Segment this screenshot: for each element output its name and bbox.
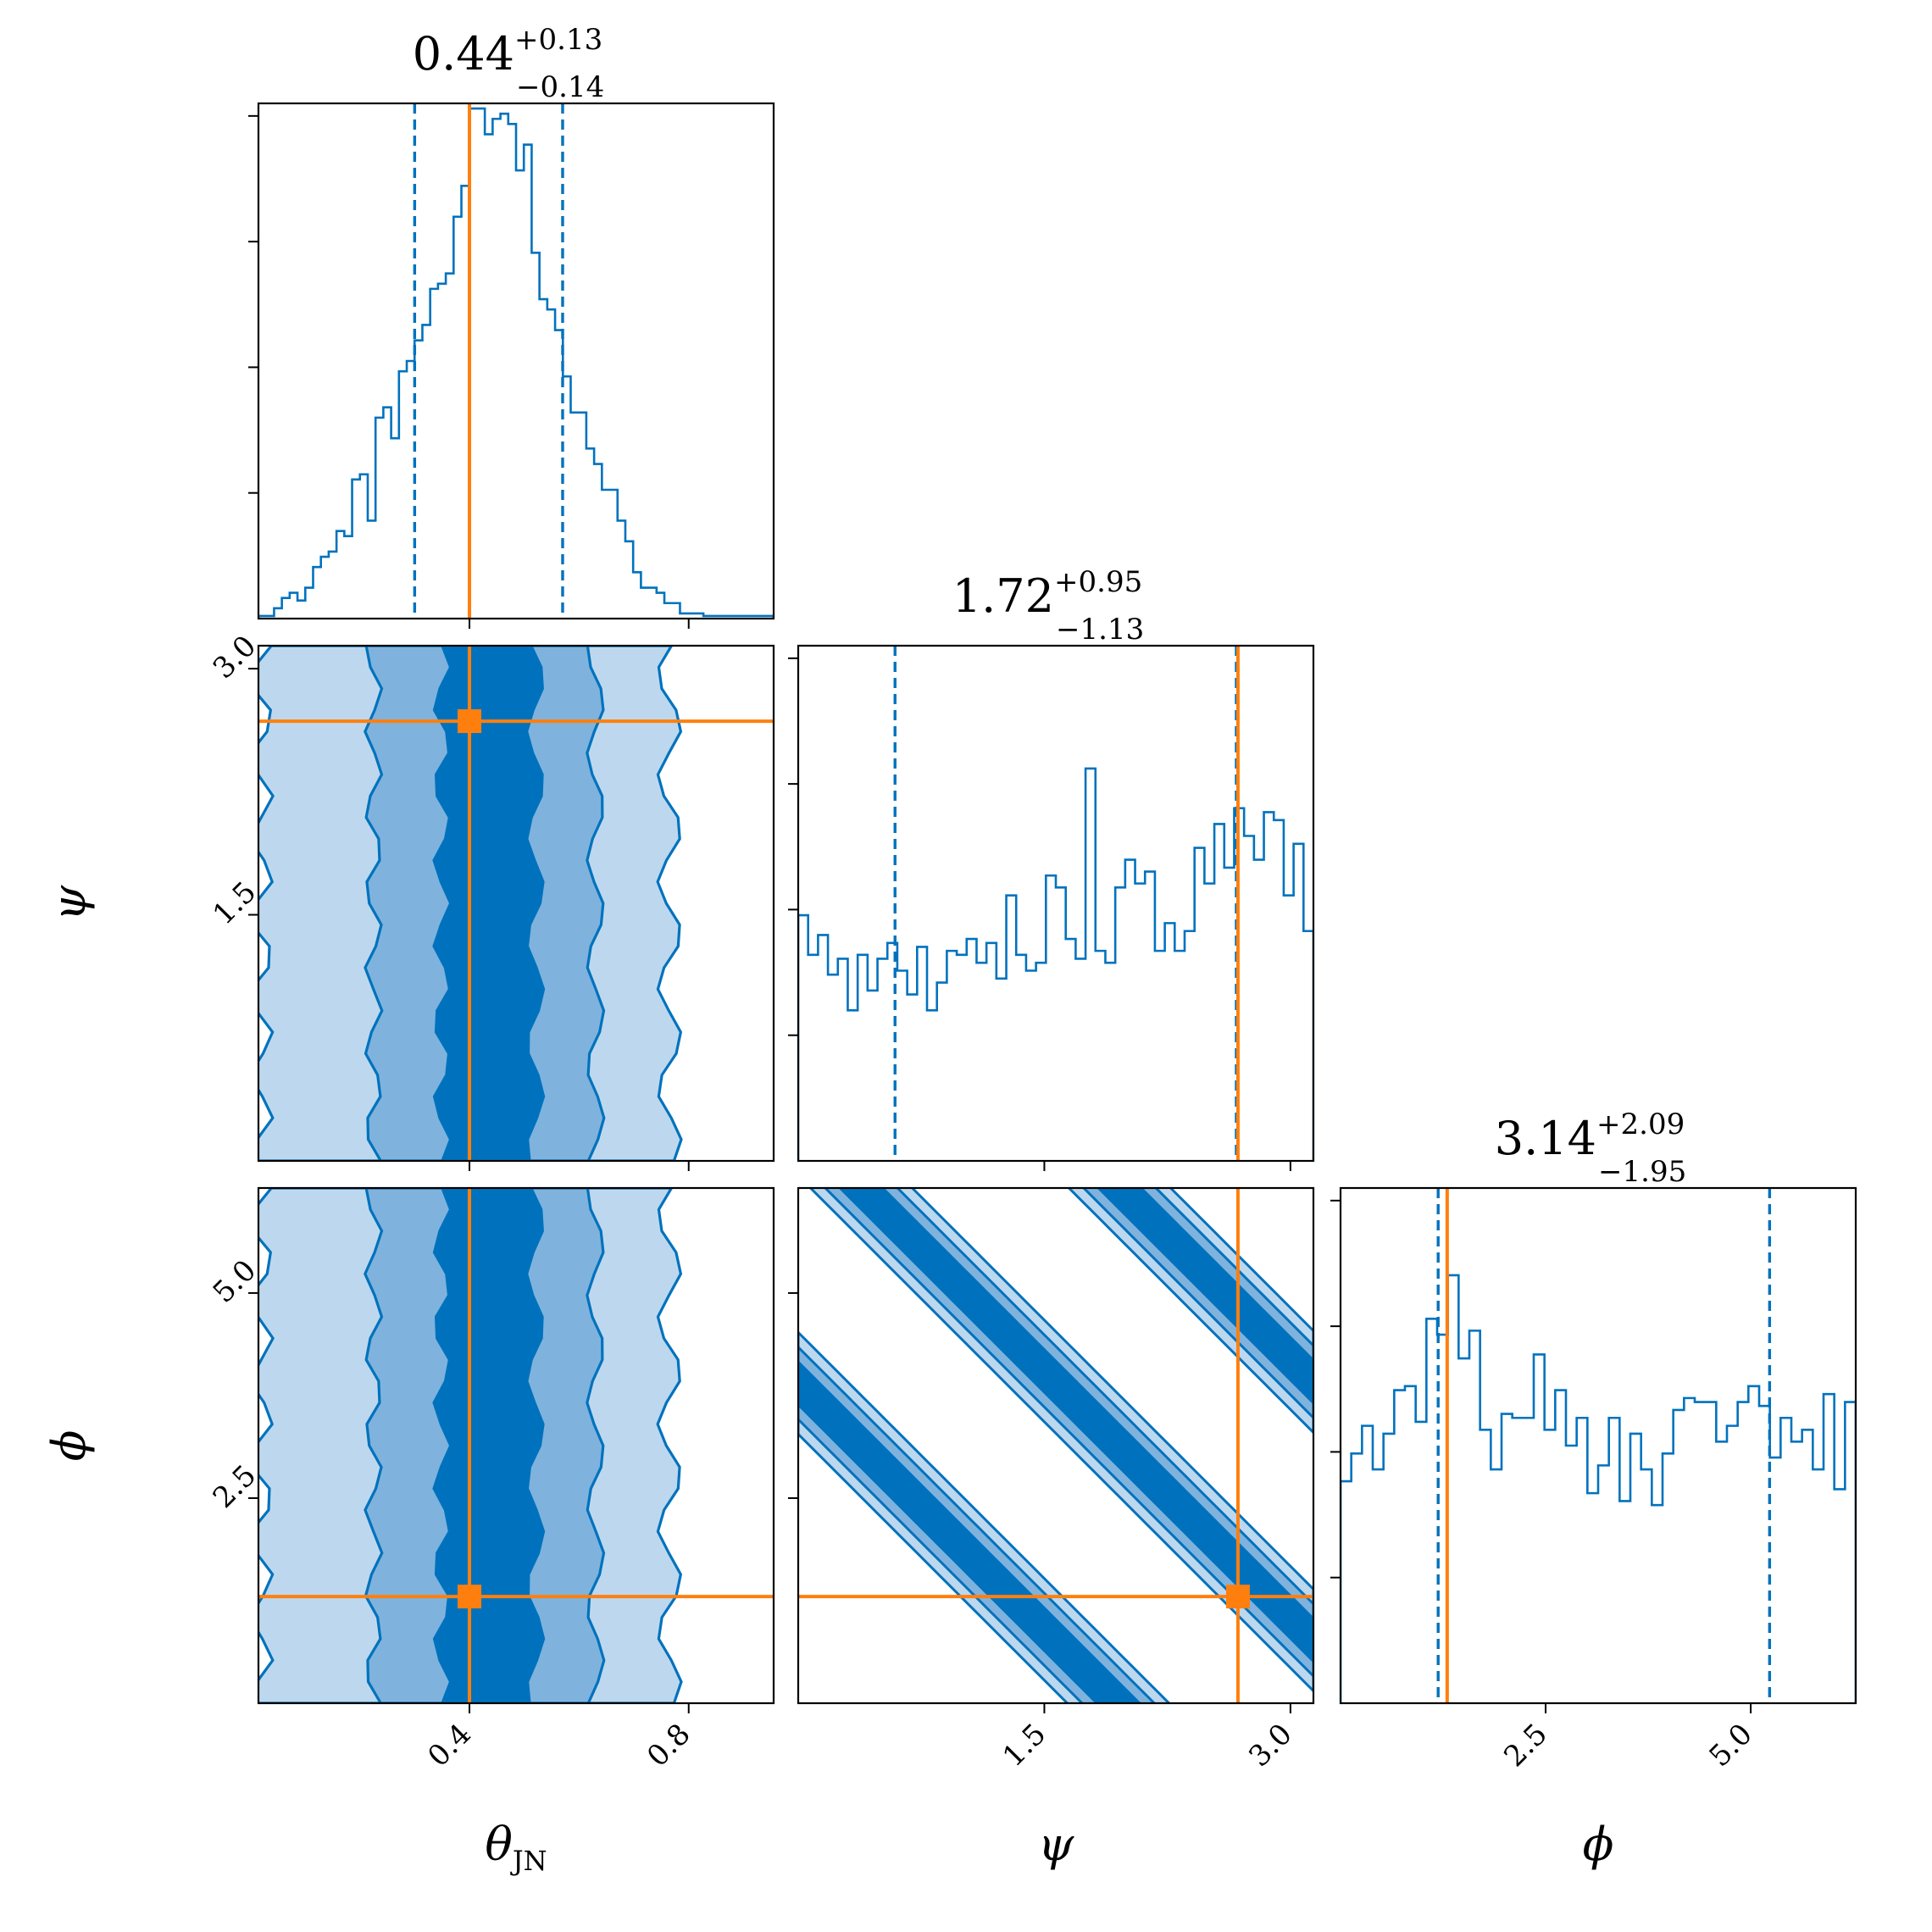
panel-title-phi: 3.14+2.09 xyxy=(1495,1108,1685,1165)
hist-panel-theta_jn xyxy=(248,102,775,620)
ridge-band-2-1 xyxy=(1081,1188,1313,1420)
panel-title-minus-theta_jn: −0.14 xyxy=(516,70,604,104)
histogram-psi xyxy=(798,767,1313,1161)
ridge-band-1-0 xyxy=(808,1188,1313,1693)
ridge-band-1-2 xyxy=(838,1188,1313,1663)
y-axis-label-phi: ϕ xyxy=(42,1430,96,1462)
contour-panel-psi-phi xyxy=(797,1186,1315,1705)
hist-panel-phi xyxy=(1330,1186,1857,1705)
frame-psi xyxy=(797,644,1315,1163)
panel-title-minus-psi: −1.13 xyxy=(1056,613,1144,647)
xtick-label-theta_jn: 0.4 xyxy=(421,1718,478,1774)
xtick-label-psi: 3.0 xyxy=(1242,1718,1299,1774)
truth-marker xyxy=(458,1585,482,1609)
histogram-theta_jn xyxy=(258,107,774,619)
panel-title-psi: 1.72+0.95 xyxy=(952,565,1142,623)
contour-panel-theta_jn-psi xyxy=(257,644,775,1163)
x-axis-label-phi: ϕ xyxy=(1583,1818,1614,1871)
frame xyxy=(257,1186,775,1705)
histogram-phi xyxy=(1341,1274,1856,1703)
frame-phi xyxy=(1339,1186,1857,1705)
contour-panel-theta_jn-phi xyxy=(257,1186,775,1705)
ridge-band-1-1 xyxy=(823,1188,1313,1679)
truth-marker xyxy=(458,709,482,734)
panel-title-minus-phi: −1.95 xyxy=(1598,1155,1686,1189)
xtick-label-phi: 5.0 xyxy=(1702,1718,1759,1774)
x-axis-label-theta_jn: θJN xyxy=(485,1818,547,1877)
contour-level-3 xyxy=(432,1188,546,1703)
ytick-label-psi: 3.0 xyxy=(207,629,264,686)
hist-panel-psi xyxy=(788,644,1315,1163)
frame xyxy=(797,1186,1315,1705)
ridge-band-0-2 xyxy=(798,1360,1141,1703)
panel-title-theta_jn: 0.44+0.13 xyxy=(413,23,602,80)
xtick-label-psi: 1.5 xyxy=(997,1718,1053,1774)
x-axis-label-psi: ψ xyxy=(1038,1818,1074,1871)
ridge-band-0-1 xyxy=(798,1345,1157,1703)
ytick-label-phi: 5.0 xyxy=(207,1253,264,1310)
xtick-label-phi: 2.5 xyxy=(1497,1718,1554,1774)
truth-marker xyxy=(1225,1585,1250,1609)
xtick-label-theta_jn: 0.8 xyxy=(641,1718,697,1774)
contour-level-3 xyxy=(432,646,546,1161)
frame xyxy=(257,644,775,1163)
ytick-label-psi: 1.5 xyxy=(207,875,264,932)
frame-theta_jn xyxy=(257,102,775,620)
ytick-label-phi: 2.5 xyxy=(207,1458,264,1515)
y-axis-label-psi: ψ xyxy=(42,885,96,921)
